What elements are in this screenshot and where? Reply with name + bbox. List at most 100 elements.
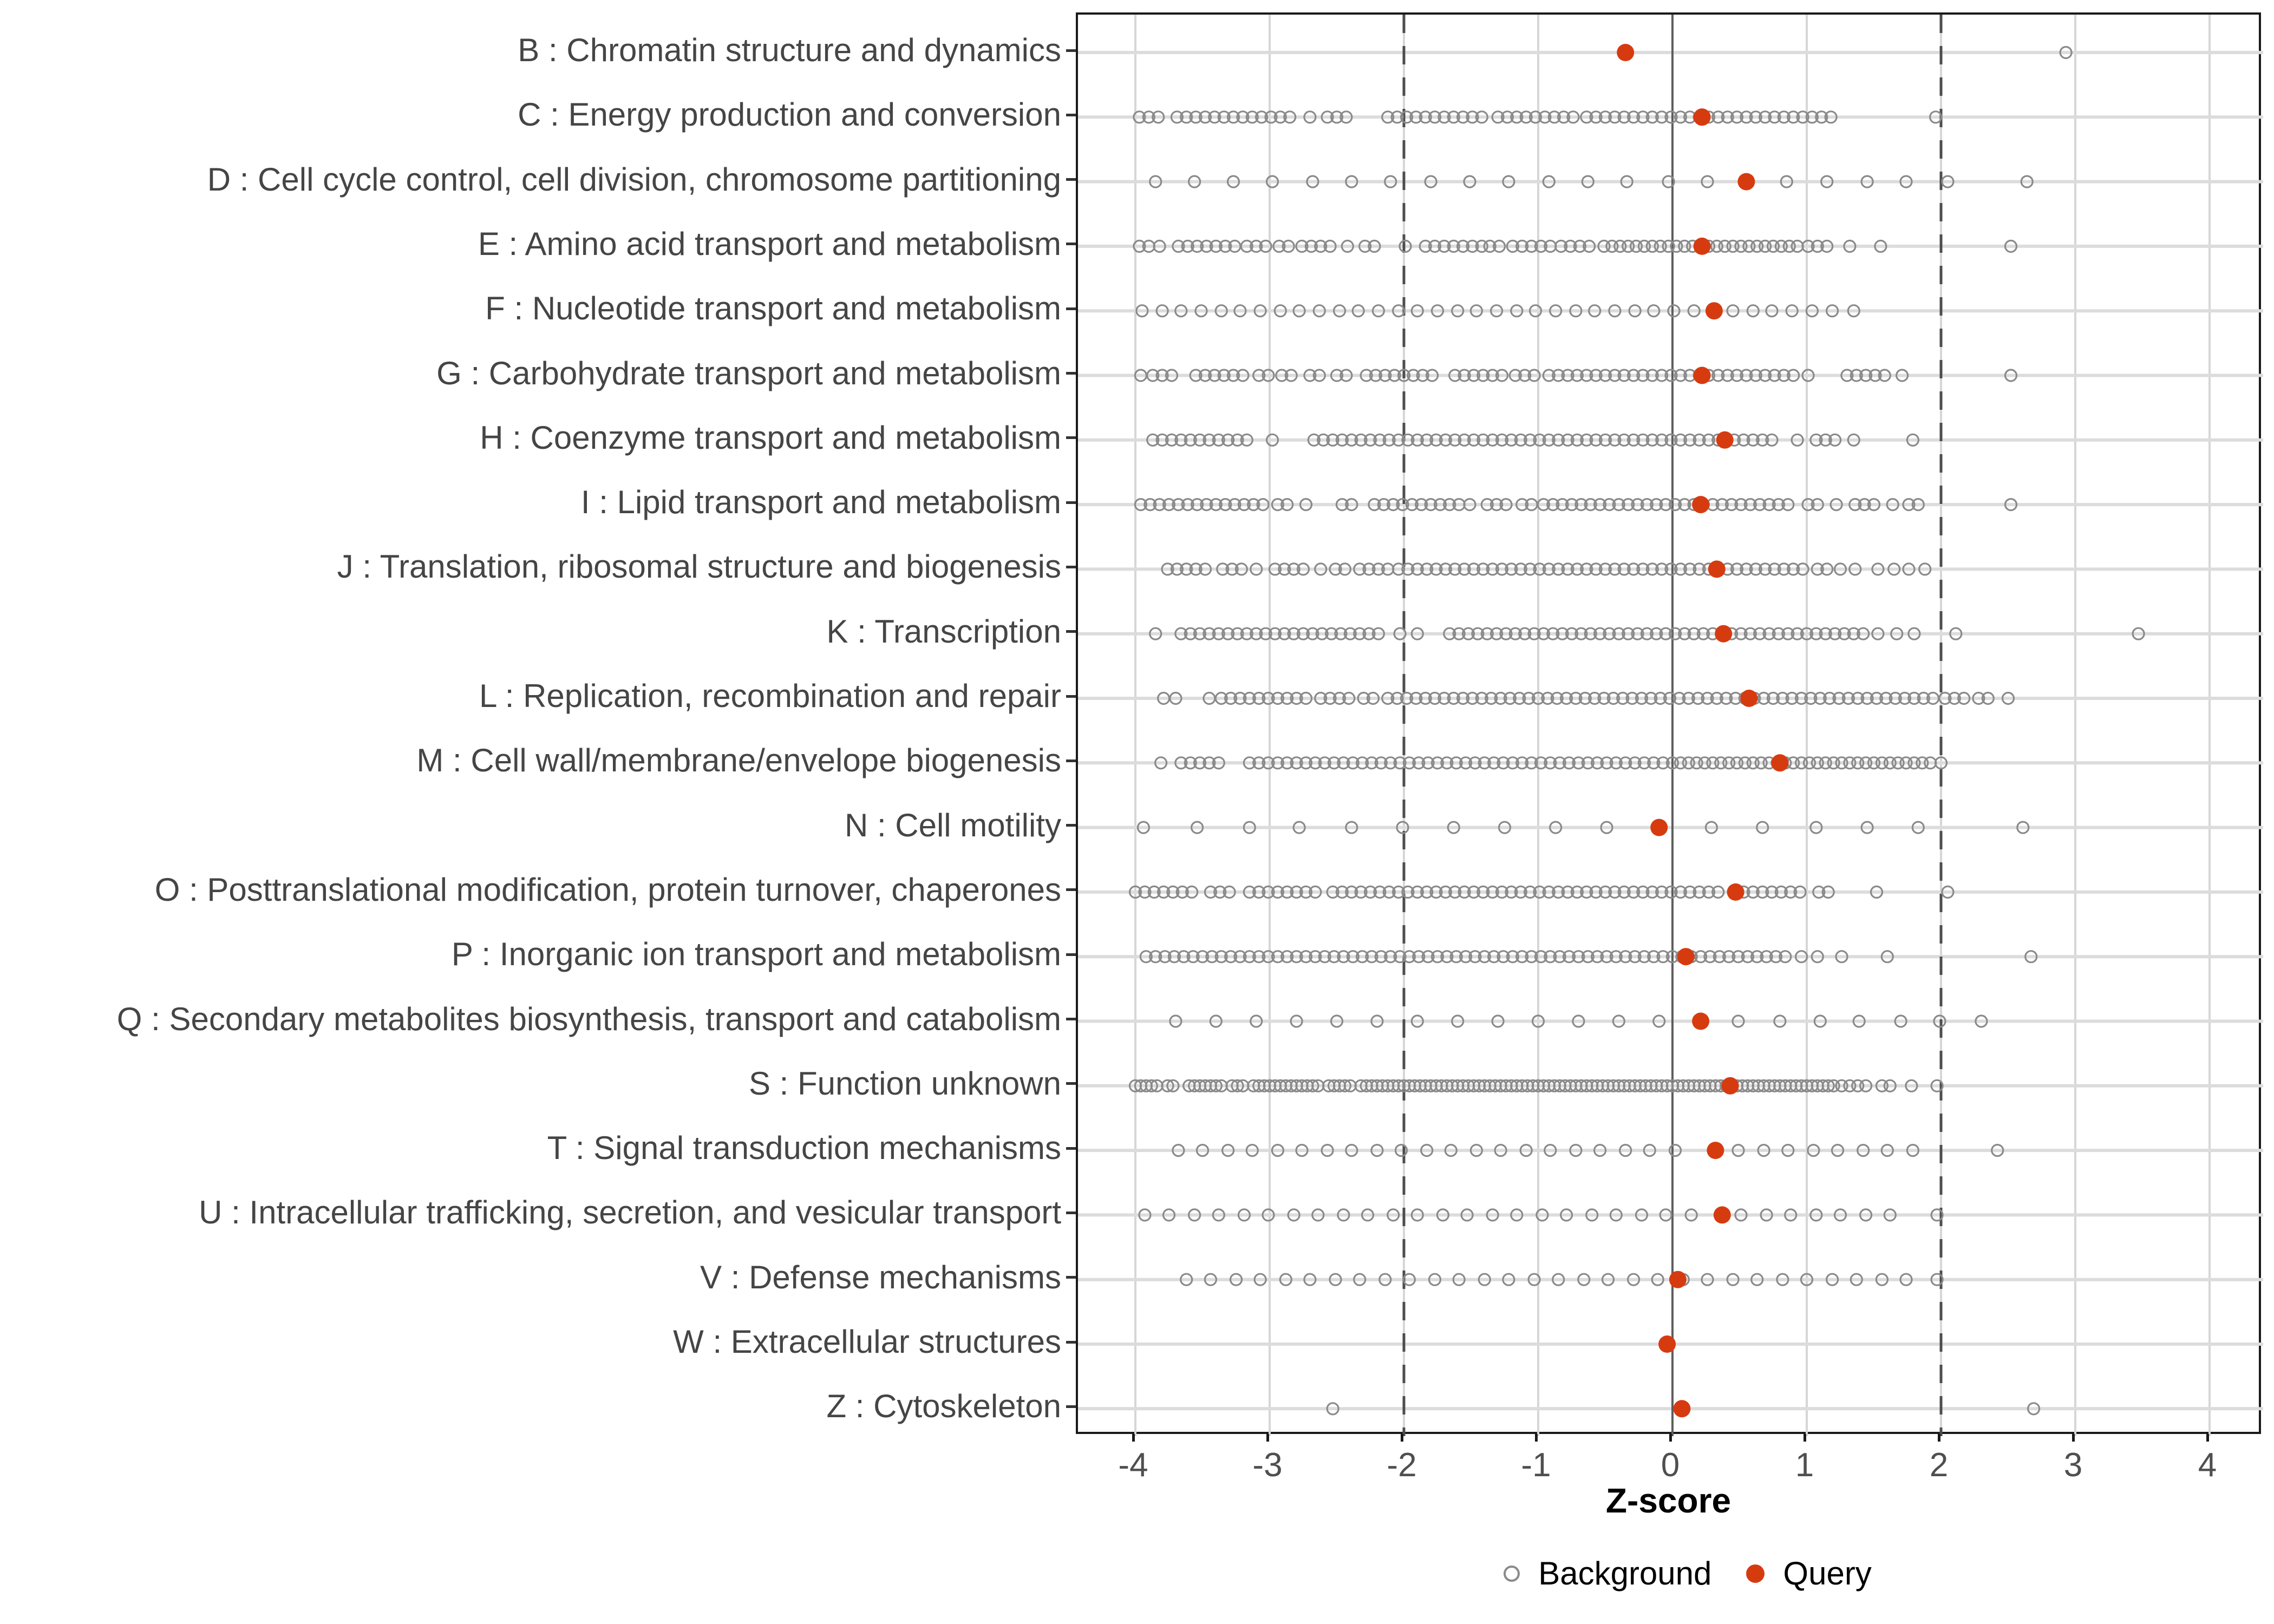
background-point (1314, 562, 1328, 576)
background-point (1552, 885, 1565, 899)
background-point (1715, 497, 1729, 512)
background-point (1307, 433, 1321, 447)
background-point (1153, 497, 1166, 512)
background-point (2020, 175, 2034, 188)
background-point (1643, 1144, 1656, 1157)
background-point (1581, 756, 1595, 770)
background-point (1282, 239, 1295, 253)
background-point (1142, 110, 1155, 124)
background-point (1616, 691, 1630, 705)
background-point (1765, 433, 1779, 447)
background-point (1174, 756, 1188, 770)
background-point (1486, 433, 1499, 447)
background-point (1346, 950, 1360, 964)
background-point (1701, 691, 1714, 705)
background-point (1226, 110, 1240, 124)
background-point (1791, 627, 1804, 640)
background-point (1193, 756, 1207, 770)
background-point (1718, 239, 1731, 253)
background-point (1581, 175, 1595, 188)
background-point (1590, 950, 1604, 964)
background-point (1777, 110, 1791, 124)
background-point (1757, 1144, 1770, 1157)
y-axis-tick (1066, 178, 1076, 181)
background-point (1188, 175, 1201, 188)
background-point (1612, 1014, 1625, 1028)
background-point (1870, 691, 1884, 705)
background-point (1554, 239, 1568, 253)
background-point (1824, 110, 1838, 124)
background-point (1448, 562, 1462, 576)
background-point (1668, 497, 1682, 512)
background-point (1566, 110, 1580, 124)
background-point (1886, 497, 1899, 512)
background-point (1841, 691, 1855, 705)
background-point (1600, 821, 1613, 834)
background-point (1186, 950, 1200, 964)
background-point (1682, 691, 1695, 705)
background-point (1674, 885, 1688, 899)
background-point (1306, 1079, 1319, 1092)
background-point (1652, 1014, 1666, 1028)
background-point (1303, 110, 1317, 124)
background-point (1518, 627, 1532, 640)
background-point (1134, 497, 1148, 512)
background-point (1805, 110, 1819, 124)
background-point (1384, 950, 1397, 964)
background-point (1749, 110, 1762, 124)
background-point (1374, 950, 1388, 964)
background-point (1674, 562, 1688, 576)
background-point (1564, 239, 1577, 253)
background-point (1528, 110, 1543, 124)
background-point (1167, 950, 1181, 964)
background-point (1765, 885, 1779, 899)
background-point (1155, 369, 1169, 382)
background-point (1505, 885, 1518, 899)
background-point (1467, 562, 1481, 576)
background-point (1785, 304, 1799, 318)
background-point (1522, 691, 1535, 705)
background-point (1424, 175, 1437, 188)
background-point (1948, 691, 1961, 705)
background-point (1486, 1208, 1499, 1222)
background-point (1779, 950, 1792, 964)
background-point (1867, 497, 1881, 512)
background-point (1760, 1208, 1773, 1222)
background-point (1828, 627, 1842, 640)
background-point (1378, 1273, 1392, 1286)
background-point (1487, 950, 1501, 964)
background-point (1314, 239, 1328, 253)
background-point (1584, 627, 1597, 640)
background-point (1617, 369, 1631, 382)
background-point (1280, 885, 1294, 899)
background-point (1290, 1014, 1303, 1028)
background-point (1226, 175, 1240, 188)
background-point (1721, 369, 1734, 382)
background-point (1200, 239, 1213, 253)
background-point (1212, 1208, 1225, 1222)
background-point (1243, 950, 1256, 964)
background-point (1341, 239, 1354, 253)
background-point (1345, 175, 1358, 188)
background-point (1250, 562, 1263, 576)
background-point (1593, 497, 1607, 512)
query-point (1727, 883, 1744, 901)
background-point (1290, 950, 1303, 964)
background-point (1650, 497, 1663, 512)
background-point (1731, 950, 1745, 964)
x-axis-tick (1400, 1434, 1403, 1442)
y-axis-tick (1066, 243, 1076, 246)
y-axis-tick (1066, 307, 1076, 310)
x-axis-tick-label: 3 (2063, 1446, 2083, 1484)
background-point (1569, 304, 1583, 318)
background-point (1758, 110, 1772, 124)
background-point (1859, 369, 1873, 382)
background-point (1527, 369, 1541, 382)
background-point (1821, 1079, 1835, 1092)
background-point (1664, 562, 1678, 576)
background-point (1189, 369, 1203, 382)
background-point (1476, 562, 1490, 576)
background-point (1525, 950, 1538, 964)
background-point (1570, 562, 1584, 576)
background-point (1663, 691, 1677, 705)
